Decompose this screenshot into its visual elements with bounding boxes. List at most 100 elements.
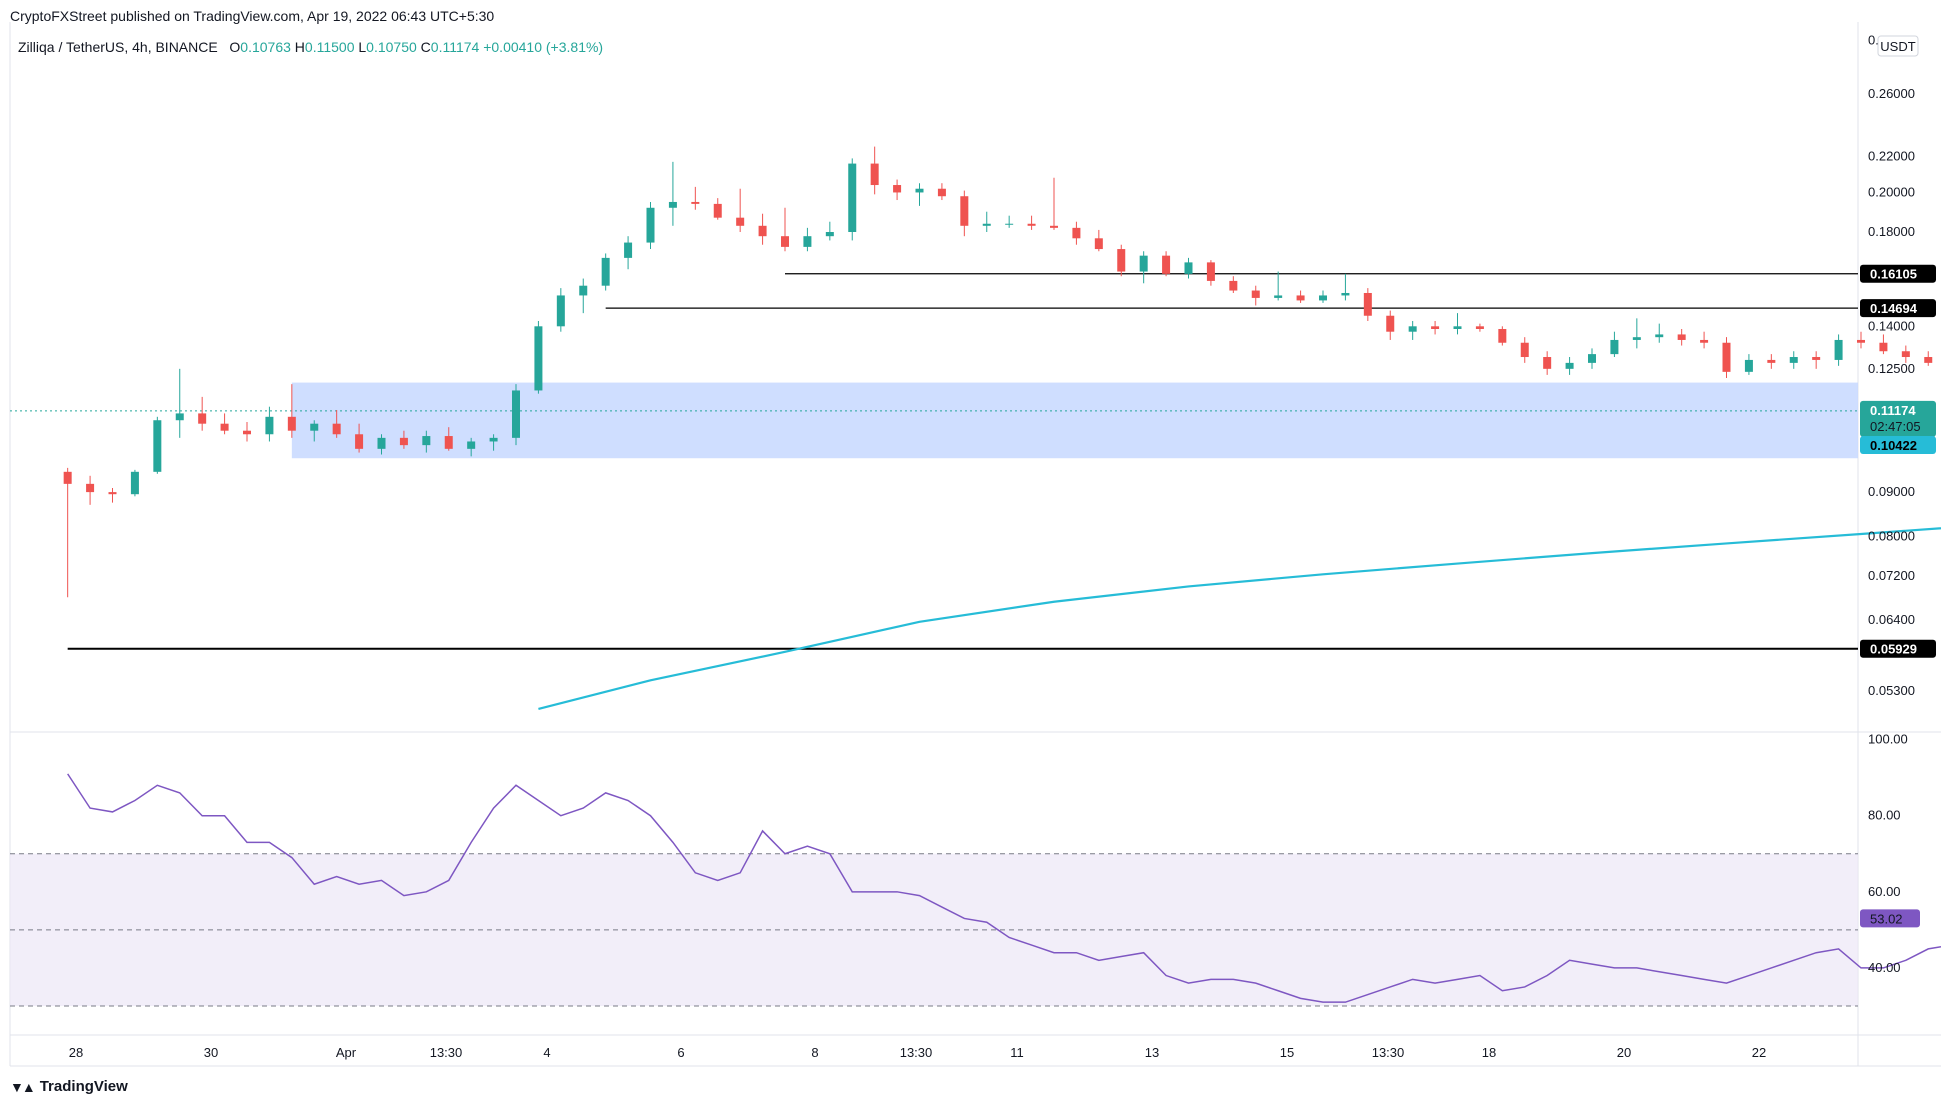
- candle-body: [713, 203, 722, 218]
- candle-body: [355, 434, 364, 449]
- candle: [512, 384, 520, 446]
- candle: [1386, 310, 1395, 340]
- time-tick-label: 22: [1752, 1045, 1766, 1060]
- candle-body: [153, 420, 162, 472]
- candle-body: [893, 185, 902, 193]
- candle: [63, 467, 72, 598]
- candle: [355, 423, 364, 453]
- candle-body: [758, 225, 767, 237]
- candle: [1901, 345, 1910, 363]
- candle-body: [1857, 339, 1865, 343]
- candle-body: [534, 326, 543, 391]
- candle-body: [1789, 357, 1798, 363]
- candle: [556, 288, 565, 332]
- candle-body: [1386, 315, 1395, 332]
- candle-body: [579, 285, 588, 296]
- rsi-line: [67, 773, 1941, 1003]
- candle: [310, 420, 319, 442]
- time-tick-label: 4: [543, 1045, 550, 1060]
- price-tick-label: 0.26000: [1868, 86, 1915, 101]
- candle-body: [556, 295, 565, 327]
- symbol-legend: Zilliqa / TetherUS, 4h, BINANCE O0.10763…: [18, 39, 603, 55]
- candle: [825, 221, 834, 241]
- candle-body: [1005, 223, 1014, 225]
- candle: [1677, 328, 1686, 346]
- candle-body: [422, 436, 431, 446]
- candle: [86, 475, 95, 505]
- candle-body: [220, 423, 229, 431]
- time-tick-label: 28: [69, 1045, 83, 1060]
- candle: [1879, 334, 1888, 355]
- candle: [444, 427, 453, 451]
- demand-zone: [291, 382, 1858, 459]
- candle: [713, 198, 722, 220]
- candle-body: [130, 471, 139, 495]
- candle: [1072, 221, 1081, 245]
- candle-body: [825, 231, 834, 237]
- candle-body: [332, 423, 341, 435]
- candle-body: [624, 242, 633, 258]
- currency-unit-label: USDT: [1880, 39, 1915, 54]
- candle: [1700, 331, 1709, 349]
- candle-body: [86, 483, 95, 493]
- candle: [1498, 326, 1507, 346]
- low-label: L: [358, 39, 367, 55]
- candle-body: [1117, 249, 1126, 272]
- time-tick-label: 11: [1010, 1045, 1024, 1060]
- level-price-tag: [1860, 299, 1936, 318]
- candle: [1744, 354, 1753, 375]
- candle-body: [198, 413, 207, 424]
- candle: [1274, 271, 1283, 301]
- time-tick-label: 15: [1280, 1045, 1294, 1060]
- candle-body: [1632, 337, 1641, 340]
- open-label: O: [229, 39, 241, 55]
- candle: [1812, 351, 1821, 369]
- symbol-name[interactable]: Zilliqa / TetherUS, 4h, BINANCE: [18, 39, 218, 55]
- rsi-tick-label: 100.00: [1868, 732, 1908, 747]
- candle: [1632, 318, 1641, 349]
- candle-body: [1341, 292, 1350, 296]
- candle: [1722, 337, 1731, 378]
- candle: [1565, 357, 1574, 375]
- low-value: 0.10750: [366, 39, 417, 55]
- candle: [130, 469, 139, 497]
- ema-price-tag-text: 0.10422: [1870, 438, 1917, 453]
- close-label: C: [420, 39, 431, 55]
- ema-line: [538, 527, 1941, 711]
- candle-body: [1319, 295, 1327, 301]
- candle-body: [108, 492, 117, 495]
- rsi-tick-label: 60.00: [1868, 884, 1901, 899]
- candle: [1139, 251, 1148, 284]
- high-label: H: [294, 39, 305, 55]
- candle: [1117, 244, 1126, 277]
- candle: [467, 437, 476, 457]
- candle-body: [175, 413, 184, 421]
- candle-body: [781, 236, 789, 247]
- candle-body: [1879, 342, 1888, 352]
- candle-body: [444, 436, 453, 449]
- price-tick-label: 0.20000: [1868, 184, 1915, 199]
- candle: [803, 227, 812, 252]
- candle-body: [1812, 357, 1821, 360]
- candle: [1453, 313, 1462, 335]
- candle: [1610, 331, 1619, 358]
- currency-unit-box[interactable]: [1877, 35, 1919, 57]
- level-price-tag: [1860, 639, 1936, 658]
- time-tick-label: 30: [204, 1045, 218, 1060]
- candle-body: [467, 441, 476, 449]
- price-tick-label: 0.05300: [1868, 683, 1915, 698]
- candle: [1475, 323, 1484, 332]
- candle-body: [1453, 326, 1462, 329]
- candle: [1857, 331, 1865, 349]
- candle: [870, 146, 879, 195]
- price-tick-label: 0.08000: [1868, 528, 1915, 543]
- rsi-tick-label: 80.00: [1868, 808, 1901, 823]
- candle: [1363, 288, 1372, 321]
- candle-body: [399, 437, 408, 446]
- candle: [1296, 290, 1305, 303]
- level-price-tag-text: 0.16105: [1870, 267, 1917, 282]
- candle-body: [1520, 342, 1529, 358]
- candle: [1543, 351, 1552, 375]
- candle: [332, 410, 341, 438]
